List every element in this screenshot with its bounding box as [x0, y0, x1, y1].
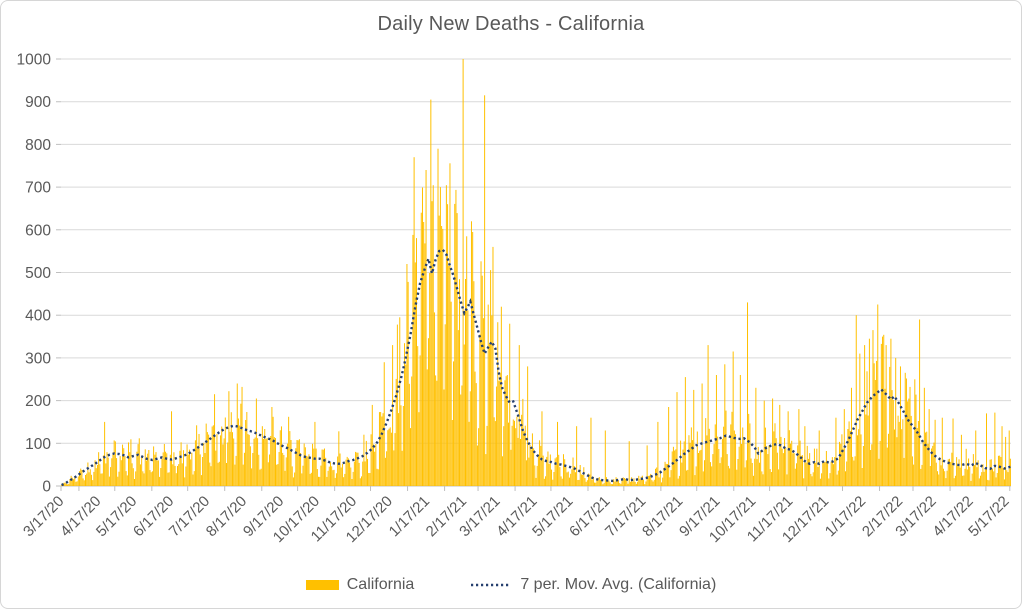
x-tick-label: 5/17/20	[93, 493, 140, 540]
bar-series-california	[61, 59, 1011, 487]
x-tick-label: 5/17/21	[529, 493, 576, 540]
chart-legend: California 7 per. Mov. Avg. (California)	[1, 576, 1021, 594]
y-tick-label: 400	[25, 308, 51, 325]
y-tick-label: 100	[25, 436, 51, 453]
y-axis-labels: 0 100 200 300 400 500 600 700 800 900 1000	[17, 52, 52, 496]
y-tick-label: 600	[25, 222, 51, 239]
x-axis-ticks	[60, 486, 1011, 491]
y-tick-label: 300	[25, 350, 51, 367]
y-tick-label: 500	[25, 265, 51, 282]
x-tick-label: 7/17/20	[166, 493, 213, 540]
x-tick-label: 5/17/22	[965, 493, 1012, 540]
y-tick-label: 900	[25, 94, 51, 111]
x-tick-label: 7/17/21	[602, 493, 649, 540]
chart-title: Daily New Deaths - California	[377, 13, 645, 35]
y-tick-label: 800	[25, 137, 51, 154]
legend-item-moving-avg: 7 per. Mov. Avg. (California)	[470, 576, 716, 594]
x-tick-label: 1/17/22	[822, 493, 869, 540]
legend-label-moving-avg: 7 per. Mov. Avg. (California)	[520, 576, 717, 593]
y-tick-label: 0	[42, 479, 51, 496]
x-tick-label: 8/17/21	[639, 493, 686, 540]
legend-item-california: California	[305, 576, 415, 594]
x-tick-label: 3/17/20	[20, 493, 67, 540]
x-tick-label: 8/17/20	[203, 493, 250, 540]
dotted-line-swatch-icon	[471, 583, 512, 587]
x-tick-label: 1/17/21	[386, 493, 433, 540]
y-tick-label: 200	[25, 393, 51, 410]
bar-series-swatch-icon	[305, 580, 339, 590]
y-tick-label: 1000	[17, 52, 52, 69]
y-tick-label: 700	[25, 180, 51, 197]
legend-label-california: California	[346, 576, 415, 593]
x-axis-labels: 3/17/204/17/205/17/206/17/207/17/208/17/…	[20, 493, 1013, 546]
